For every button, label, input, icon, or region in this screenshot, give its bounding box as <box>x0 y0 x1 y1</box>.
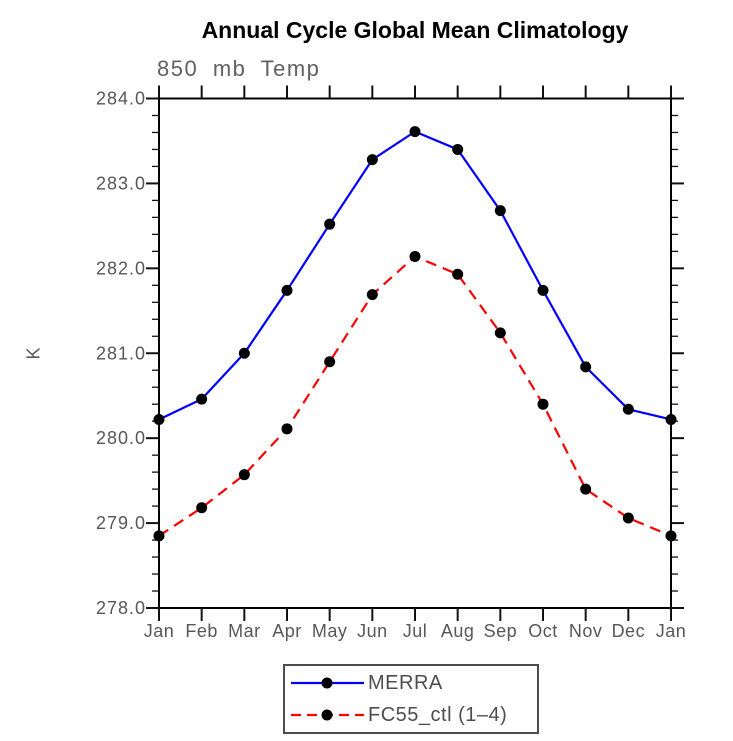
data-point <box>537 398 549 410</box>
y-tick-label: 279.0 <box>96 513 146 533</box>
data-point <box>580 483 592 495</box>
x-tick-label: Jan <box>656 621 687 641</box>
y-tick-label: 283.0 <box>96 173 146 193</box>
data-point <box>409 250 421 262</box>
merra-line-swatch <box>291 677 364 689</box>
data-point <box>366 289 378 301</box>
data-point <box>665 530 677 542</box>
fc55-line-swatch <box>291 709 364 721</box>
legend-item-merra: MERRA <box>285 668 537 698</box>
x-tick-label: Nov <box>569 621 603 641</box>
data-point <box>580 361 592 373</box>
data-point <box>452 143 464 155</box>
x-tick-label: Jun <box>357 621 388 641</box>
data-point <box>281 284 293 296</box>
legend-label-fc55: FC55_ctl (1–4) <box>368 703 508 726</box>
x-tick-label: May <box>312 621 348 641</box>
data-point <box>409 126 421 138</box>
chart-subtitle: 850 mb Temp <box>157 56 321 81</box>
y-tick-label: 280.0 <box>96 428 146 448</box>
y-tick-label: 284.0 <box>96 89 146 109</box>
legend-label-merra: MERRA <box>368 671 443 694</box>
data-point <box>238 347 250 359</box>
x-tick-label: Mar <box>228 621 261 641</box>
data-point <box>665 413 677 425</box>
data-point <box>622 512 634 524</box>
data-point <box>537 284 549 296</box>
legend-marker <box>321 709 333 721</box>
x-tick-label: Jul <box>403 621 428 641</box>
x-tick-label: Oct <box>528 621 558 641</box>
series-line-1 <box>158 255 672 537</box>
data-point <box>153 413 165 425</box>
data-point <box>324 218 336 230</box>
chart-title: Annual Cycle Global Mean Climatology <box>201 17 629 43</box>
x-tick-label: Jan <box>144 621 175 641</box>
data-point <box>238 469 250 481</box>
series-line-0 <box>158 130 672 421</box>
y-tick-label: 282.0 <box>96 258 146 278</box>
y-tick-label: 278.0 <box>96 598 146 618</box>
y-axis-label: K <box>23 347 44 360</box>
y-tick-label: 281.0 <box>96 343 146 363</box>
x-tick-label: Aug <box>441 621 475 641</box>
data-point <box>366 154 378 166</box>
x-tick-label: Feb <box>185 621 218 641</box>
data-point <box>494 327 506 339</box>
x-tick-label: Apr <box>272 621 302 641</box>
axis-frame <box>158 97 672 609</box>
data-point <box>494 205 506 217</box>
data-point <box>196 502 208 514</box>
data-point <box>622 403 634 415</box>
legend: MERRA FC55_ctl (1–4) <box>283 664 539 734</box>
data-point <box>452 268 464 280</box>
legend-marker <box>321 677 333 689</box>
x-tick-label: Sep <box>484 621 518 641</box>
data-point <box>281 423 293 435</box>
x-tick-label: Dec <box>612 621 646 641</box>
data-point <box>153 530 165 542</box>
data-point <box>324 356 336 368</box>
legend-item-fc55: FC55_ctl (1–4) <box>285 700 537 730</box>
data-point <box>196 393 208 405</box>
